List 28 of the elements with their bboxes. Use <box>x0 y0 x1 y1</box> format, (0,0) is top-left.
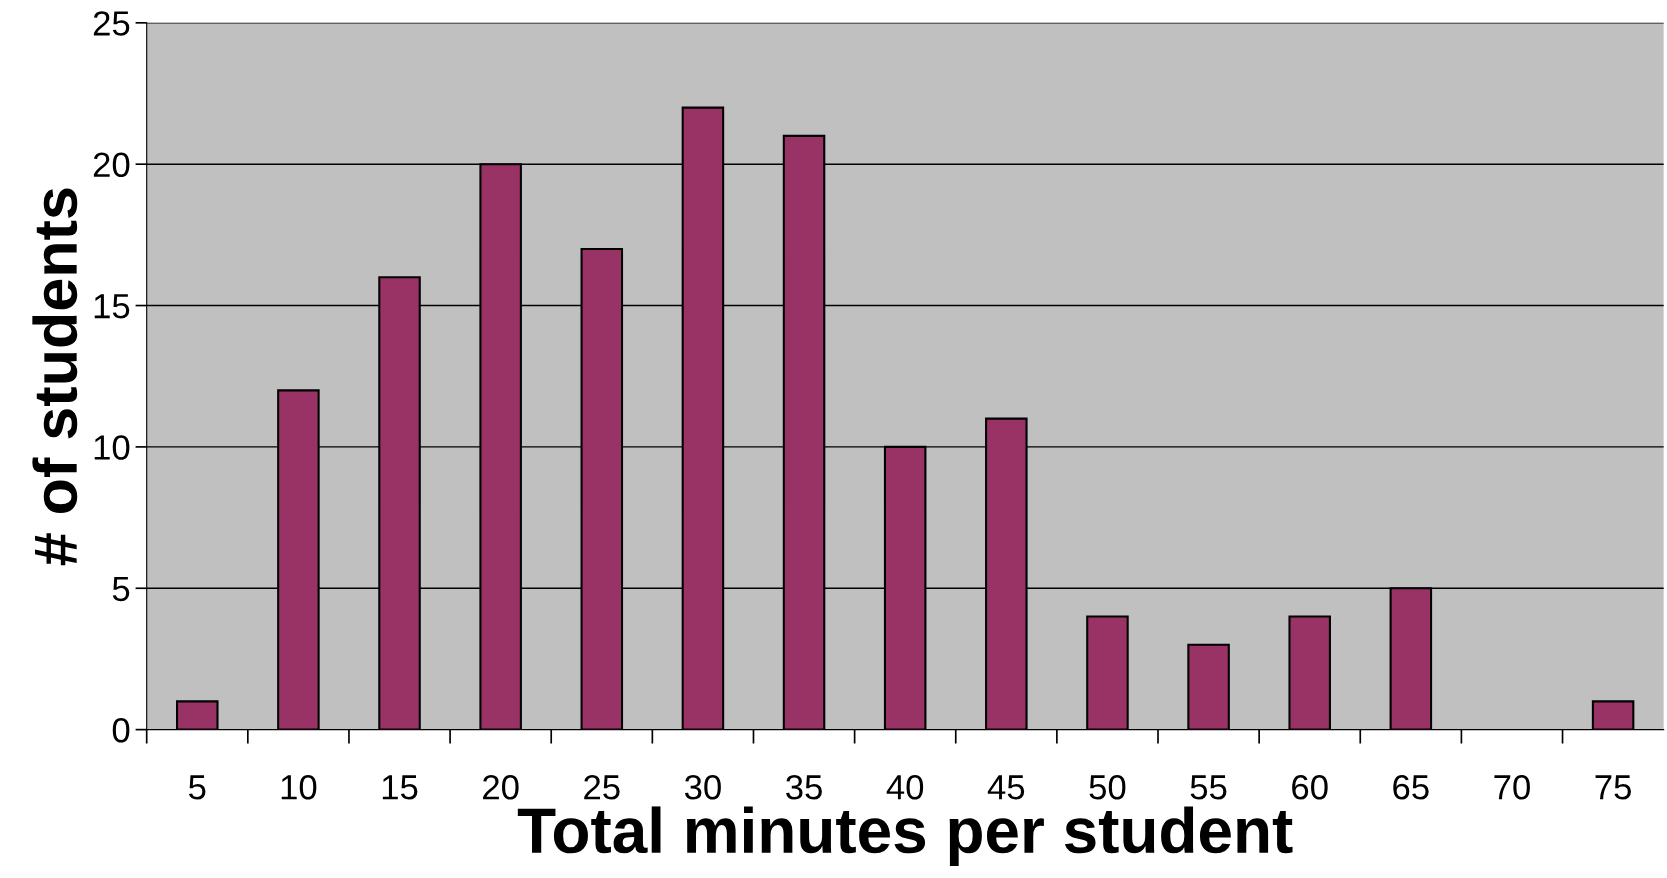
y-tick-label: 20 <box>93 152 130 178</box>
x-tick-label: 5 <box>189 775 206 800</box>
y-tick-label: 0 <box>112 717 130 743</box>
x-tick-label: 75 <box>1595 775 1631 800</box>
x-tick-label: 70 <box>1494 774 1530 800</box>
x-tick-label: 65 <box>1393 774 1429 800</box>
x-tick-label: 40 <box>886 774 924 800</box>
x-tick-label: 25 <box>584 774 620 800</box>
x-tick-label: 45 <box>987 775 1025 800</box>
x-tick-label: 10 <box>281 774 317 800</box>
x-tick-label: 50 <box>1089 774 1126 800</box>
bar <box>1187 643 1230 730</box>
y-tick-label: 10 <box>94 435 130 460</box>
bar <box>176 700 219 730</box>
y-tick-label: 15 <box>94 294 130 319</box>
bar <box>1288 615 1331 730</box>
y-tick-label: 25 <box>93 11 130 36</box>
x-tick-label: 35 <box>786 774 822 800</box>
bar <box>1086 615 1129 730</box>
x-tick-label: 60 <box>1292 774 1328 800</box>
bar <box>1591 700 1635 730</box>
y-axis-title: # of students <box>32 188 78 566</box>
x-tick-label: 30 <box>684 774 721 800</box>
x-tick-label: 15 <box>382 775 418 800</box>
x-axis-title: Total minutes per student <box>517 806 1293 866</box>
x-tick-label: 20 <box>483 774 519 800</box>
y-tick-label: 5 <box>112 576 130 602</box>
x-tick-label: 55 <box>1190 775 1227 800</box>
